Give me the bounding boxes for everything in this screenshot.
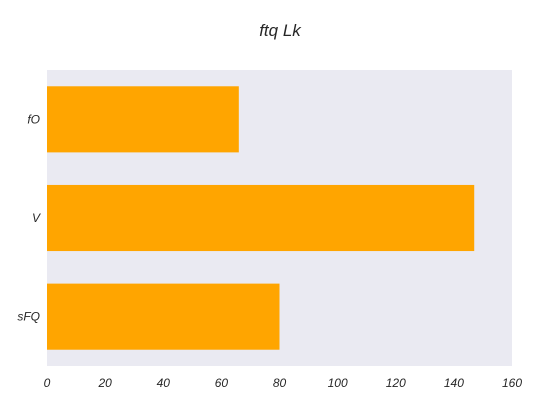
x-tick-label: 60 (215, 376, 229, 390)
y-tick-label: sFQ (17, 310, 40, 324)
x-tick-label: 40 (157, 376, 171, 390)
bar (47, 184, 475, 252)
x-tick-label: 140 (444, 376, 464, 390)
y-tick-label: fO (27, 112, 40, 126)
x-tick-label: 100 (328, 376, 348, 390)
chart-title: ftq Lk (259, 21, 302, 40)
x-tick-label: 0 (44, 376, 51, 390)
bar (47, 86, 239, 153)
bar (47, 283, 280, 350)
x-tick-label: 120 (386, 376, 406, 390)
x-tick-label: 160 (502, 376, 522, 390)
x-tick-label: 20 (97, 376, 112, 390)
x-tick-label: 80 (273, 376, 287, 390)
y-tick-label: V (32, 211, 41, 225)
x-tick-labels: 0 20 40 60 80 100 120 140 160 (44, 376, 523, 390)
bars-group (47, 86, 475, 350)
